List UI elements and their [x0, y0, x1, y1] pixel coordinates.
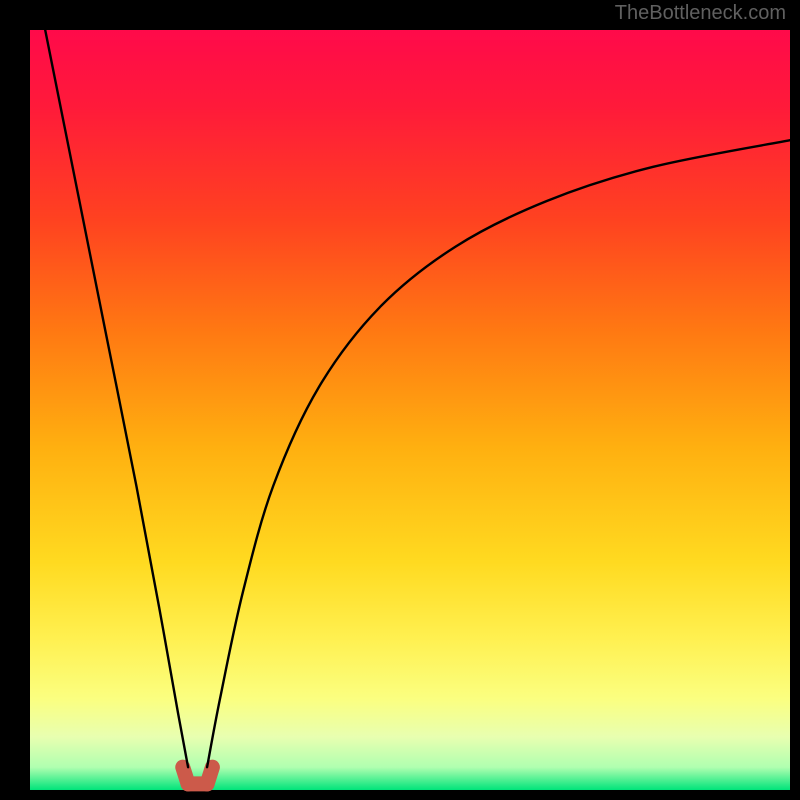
watermark-text: TheBottleneck.com: [615, 2, 786, 25]
chart-container: TheBottleneck.com: [0, 0, 800, 800]
bottleneck-chart: [0, 0, 800, 800]
optimal-marker-segment: [207, 767, 212, 784]
gradient-background: [30, 30, 790, 790]
